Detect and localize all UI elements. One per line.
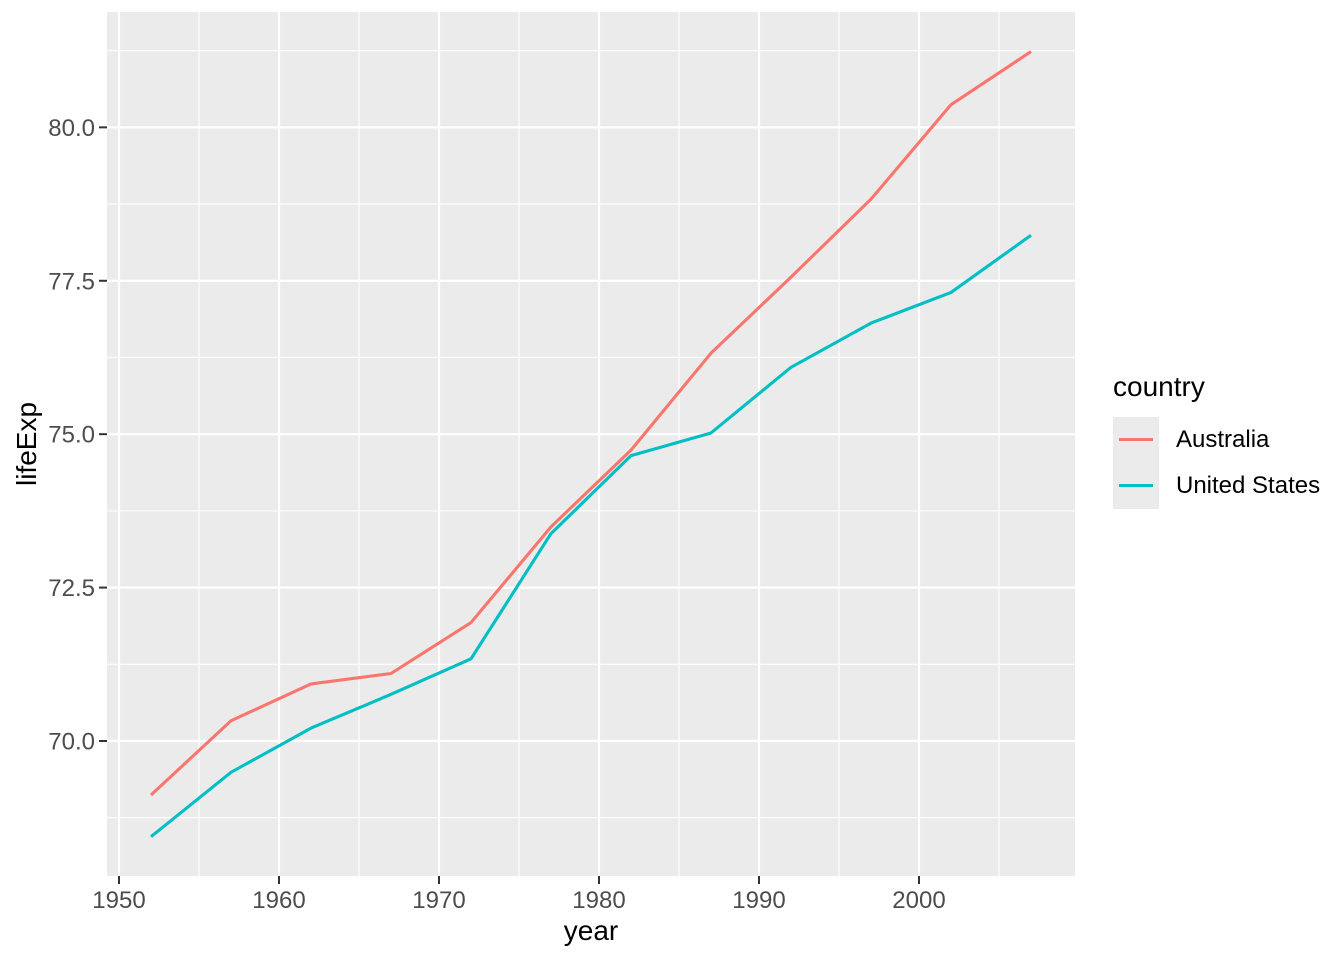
x-axis-title: year — [564, 915, 618, 946]
y-tick-label: 77.5 — [48, 268, 95, 295]
united-states-line-icon — [1119, 484, 1153, 488]
x-tick-label: 2000 — [892, 887, 945, 914]
legend-key — [1113, 462, 1159, 509]
x-tick-label: 1950 — [92, 887, 145, 914]
legend-label-united-states: United States — [1176, 471, 1321, 499]
x-tick-label: 1980 — [572, 887, 625, 914]
y-tick-label: 72.5 — [48, 575, 95, 602]
australia-line — [149, 50, 1032, 797]
legend-title: country — [1113, 371, 1205, 402]
y-tick-label: 75.0 — [48, 422, 95, 449]
y-tick-label: 70.0 — [48, 729, 95, 756]
legend-item-australia: Australia — [1113, 416, 1320, 463]
australia-line-icon — [1119, 438, 1153, 442]
united-states-line — [150, 233, 1032, 838]
legend: country Australia United States — [1113, 371, 1321, 509]
x-tick-label: 1960 — [252, 887, 305, 914]
legend-item-united-states: United States — [1113, 462, 1321, 509]
y-axis-title: lifeExp — [11, 402, 42, 486]
legend-key — [1113, 416, 1159, 463]
legend-label-australia: Australia — [1176, 425, 1270, 453]
x-tick-label: 1990 — [732, 887, 785, 914]
plot-panel — [107, 12, 1075, 876]
x-tick-label: 1970 — [412, 887, 465, 914]
y-tick-label: 80.0 — [48, 115, 95, 142]
